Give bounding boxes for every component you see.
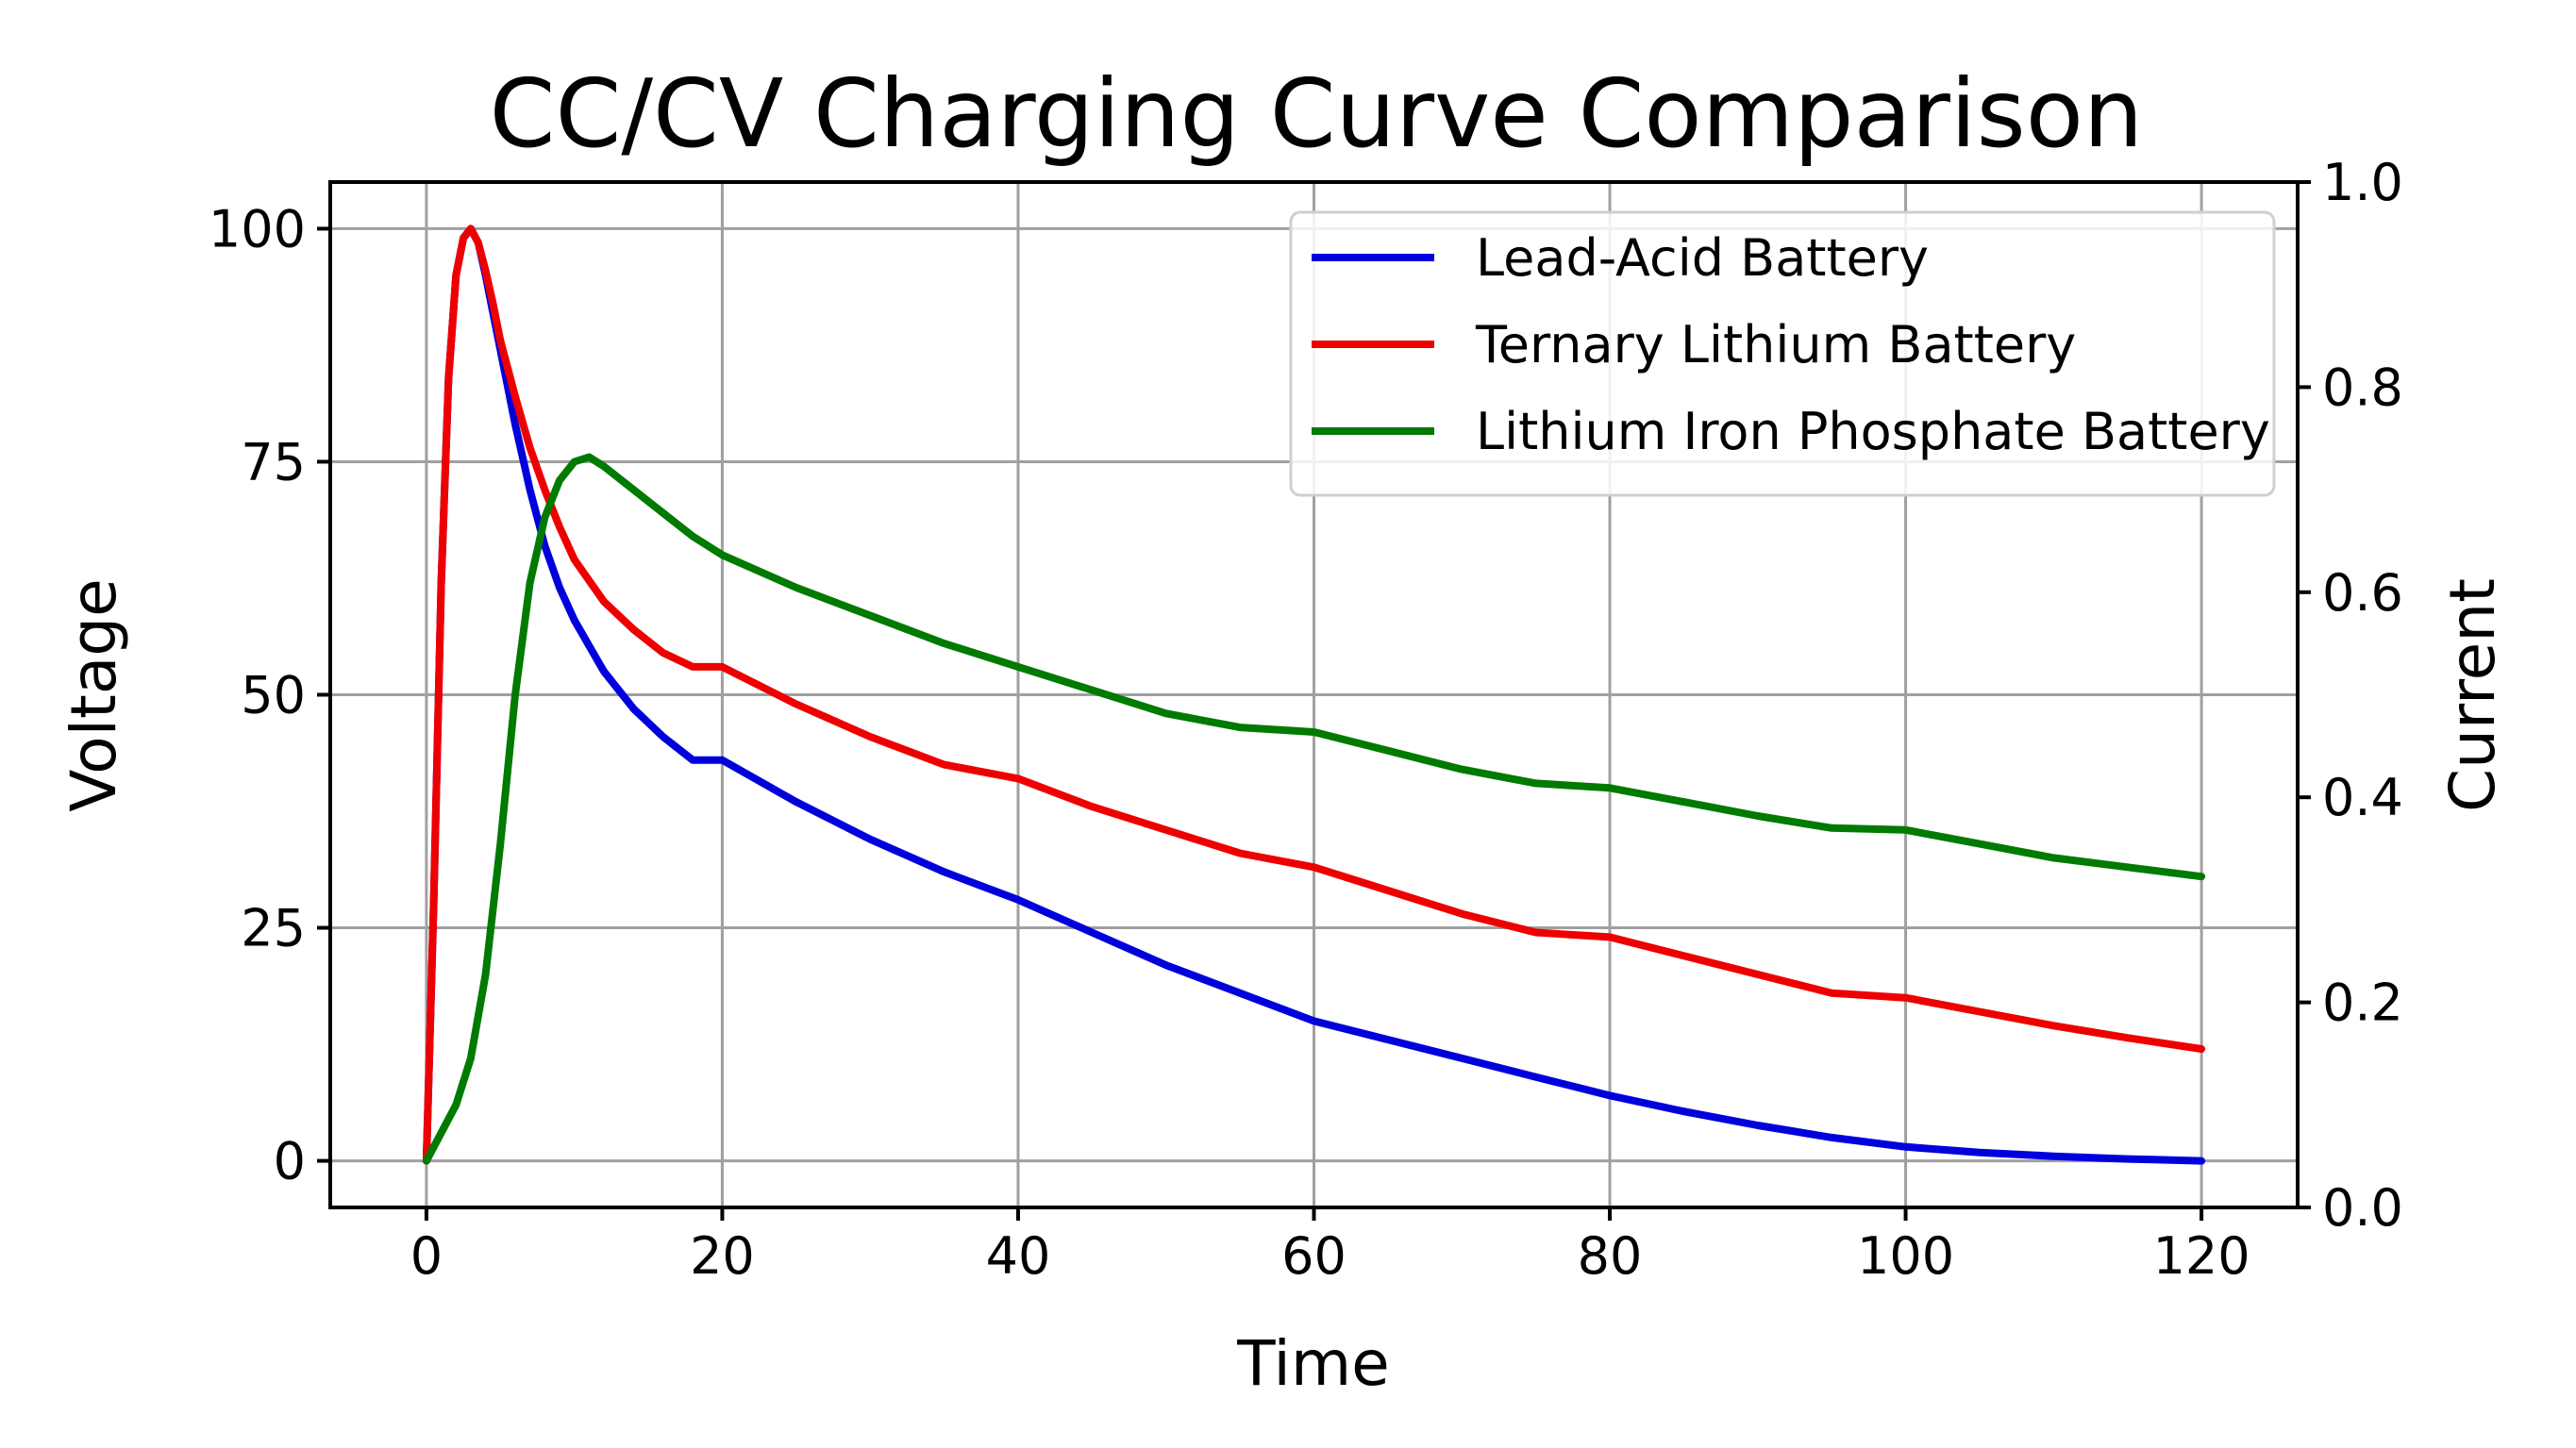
y2-tick-label: 0.0	[2322, 1178, 2403, 1238]
x-tick-label: 100	[1857, 1226, 1954, 1286]
y-tick-label: 100	[209, 199, 306, 258]
x-tick-label: 40	[986, 1226, 1051, 1286]
legend-label-ternary-lithium-battery: Ternary Lithium Battery	[1475, 315, 2076, 374]
series-line-ternary-lithium-battery	[422, 225, 2206, 1165]
x-tick-label: 60	[1281, 1226, 1347, 1286]
x-tick-label: 20	[690, 1226, 755, 1286]
series-line-lithium-iron-phosphate-battery	[422, 453, 2206, 1165]
legend-box	[1289, 210, 2276, 497]
y2-tick-label: 1.0	[2322, 153, 2403, 212]
y2-tick-label: 0.8	[2322, 358, 2403, 417]
y2-tick-label: 0.2	[2322, 974, 2403, 1033]
y-tick-label: 50	[241, 666, 306, 725]
y2-tick-label: 0.6	[2322, 563, 2403, 623]
y-axis-label: Voltage	[58, 578, 130, 812]
ticks: 0 20 40 60 80 100 120 0 25 50 75 100 0.0 0.2 0.4 0.6 0.8…	[209, 153, 2403, 1286]
y-tick-label: 0	[274, 1132, 306, 1191]
x-tick-label: 0	[410, 1226, 443, 1286]
x-axis-label: Time	[1236, 1327, 1390, 1400]
y-tick-label: 75	[241, 432, 306, 491]
legend-label-lithium-iron-phosphate-battery: Lithium Iron Phosphate Battery	[1476, 402, 2270, 461]
chart-title: CC/CV Charging Curve Comparison	[490, 58, 2144, 169]
series-layer	[422, 225, 2206, 1165]
legend-label-lead-acid-battery: Lead-Acid Battery	[1476, 228, 1929, 288]
y-tick-label: 25	[241, 899, 306, 958]
y2-tick-label: 0.4	[2322, 768, 2403, 827]
y2-axis-label: Current	[2436, 578, 2509, 812]
legend: Lead-Acid Battery Ternary Lithium Battery…	[1289, 210, 2276, 497]
x-tick-label: 80	[1578, 1226, 1643, 1286]
x-tick-label: 120	[2153, 1226, 2250, 1286]
